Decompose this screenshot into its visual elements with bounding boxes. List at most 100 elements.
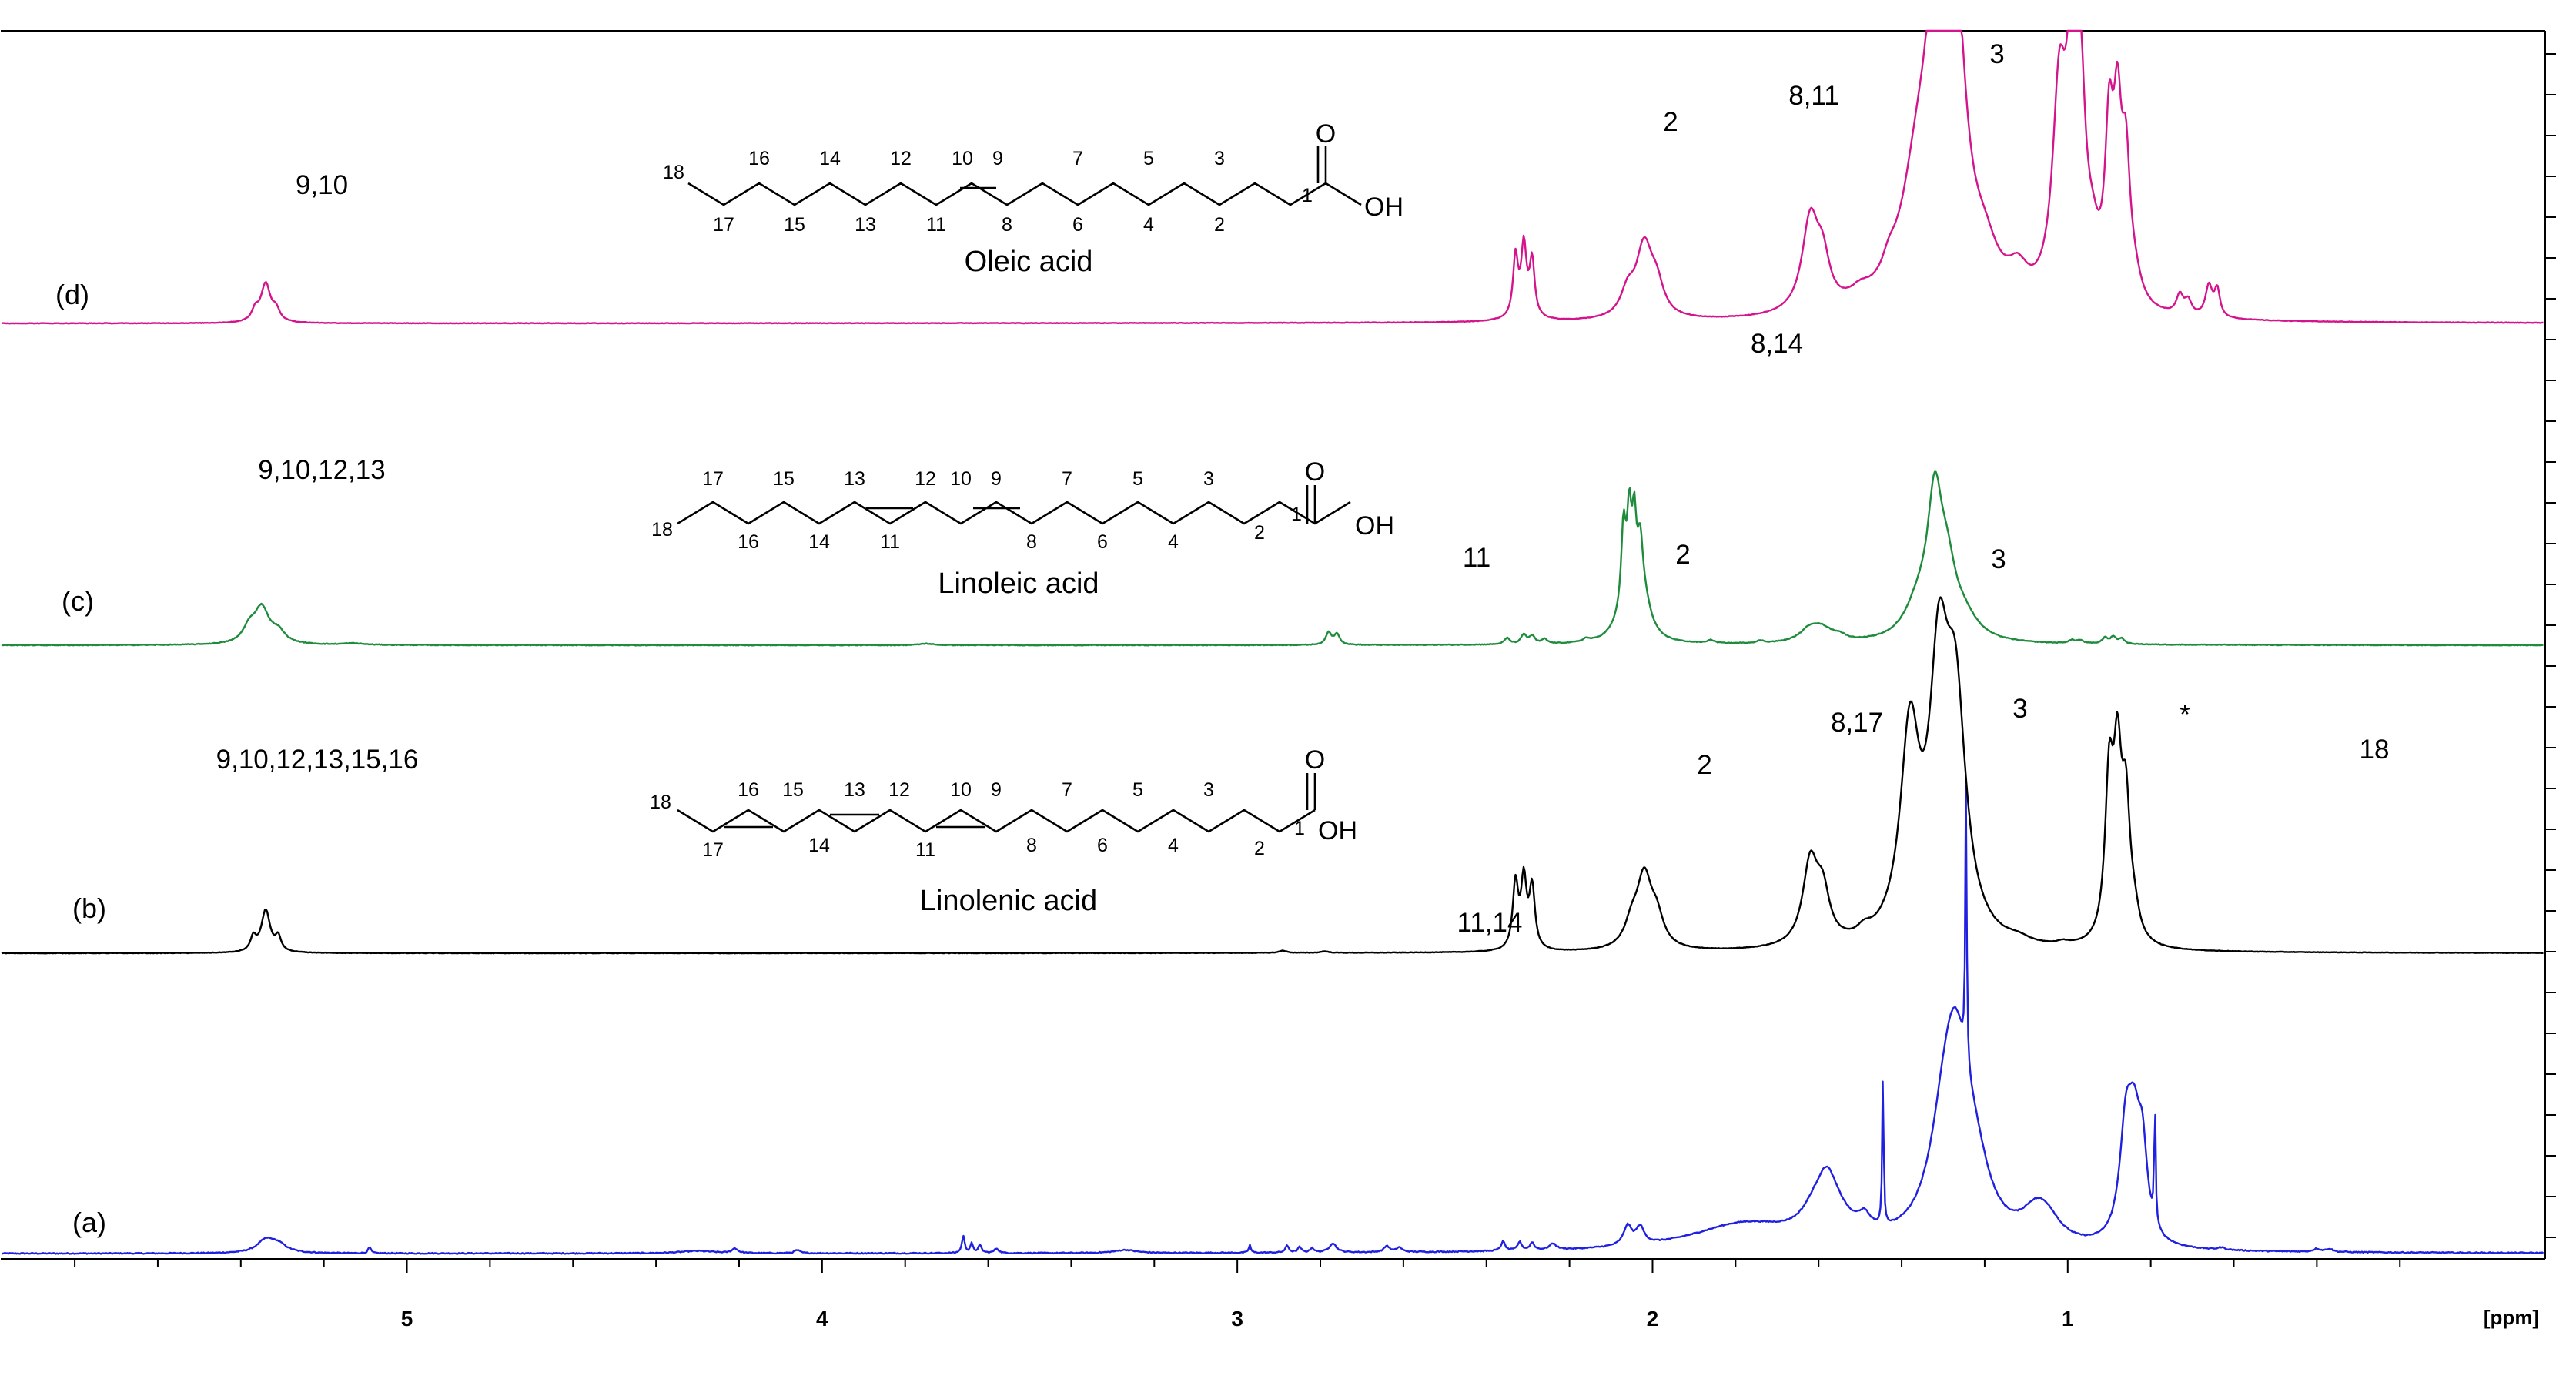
linoleic-atom: 9 — [991, 468, 1002, 490]
oleic-atom: 9 — [992, 148, 1003, 169]
oleic-atom: 14 — [819, 148, 841, 169]
oleic-atom: 10 — [952, 148, 973, 169]
linoleic-atom: 2 — [1254, 522, 1265, 544]
linoleic-atom: 6 — [1097, 531, 1108, 553]
oleic-oh: OH — [1364, 193, 1403, 222]
linoleic-atom: 13 — [844, 468, 865, 490]
peak-label-d-9-10: 9,10 — [296, 170, 348, 200]
peak-label-c-9-10-12-13: 9,10,12,13 — [258, 455, 385, 485]
structure-linoleic-acid: O OH Linoleic acid 17 15 13 12 10 9 7 5 … — [651, 457, 1394, 600]
linolenic-atom: 6 — [1097, 835, 1108, 856]
x-tick-label: 1 — [2062, 1307, 2074, 1331]
peak-label-c-8-14: 8,14 — [1751, 329, 1803, 359]
linoleic-atom: 3 — [1203, 468, 1214, 490]
peak-label-b-2: 2 — [1697, 750, 1711, 780]
oleic-atom: 15 — [784, 214, 805, 236]
linolenic-atom: 13 — [844, 779, 865, 801]
structure-linolenic-acid: O OH Linolenic acid 18 16 15 13 12 10 9 … — [650, 745, 1357, 917]
x-tick-label: 3 — [1231, 1307, 1243, 1331]
x-tick-label: 5 — [401, 1307, 413, 1331]
oleic-atom: 4 — [1143, 214, 1154, 236]
oleic-atom: 5 — [1143, 148, 1154, 169]
linolenic-atom: 11 — [915, 839, 935, 861]
peak-label-d-8-11: 8,11 — [1788, 81, 1839, 111]
plot-frame: 5 4 3 2 1 [ppm] — [1, 30, 2556, 1331]
peak-label-c-11: 11 — [1463, 543, 1490, 573]
linolenic-atom: 14 — [808, 835, 830, 856]
oleic-carbonyl-o: O — [1316, 119, 1336, 149]
peak-label-b-18: 18 — [2360, 735, 2390, 765]
peak-label-b-11-14: 11,14 — [1457, 908, 1523, 938]
linolenic-acid-name: Linolenic acid — [920, 885, 1097, 917]
x-axis-ticks: 5 4 3 2 1 — [74, 1259, 2401, 1331]
linolenic-carbonyl-o: O — [1305, 745, 1325, 775]
oleic-atom: 11 — [926, 214, 946, 236]
linoleic-acid-name: Linoleic acid — [938, 567, 1099, 600]
trace-label-b: (b) — [72, 892, 106, 924]
linolenic-atom: 1 — [1294, 818, 1305, 839]
oleic-atom: 7 — [1072, 148, 1083, 169]
linolenic-atom: 16 — [738, 779, 759, 801]
peak-label-b-star: * — [2180, 700, 2190, 730]
linolenic-atom: 5 — [1132, 779, 1143, 801]
oleic-atom: 2 — [1214, 214, 1225, 236]
linolenic-atom: 2 — [1254, 838, 1265, 859]
trace-label-c: (c) — [62, 585, 94, 617]
linoleic-oh: OH — [1355, 511, 1394, 541]
trace-c-line — [1, 470, 2544, 647]
structure-oleic-acid: O OH Oleic acid 18 16 14 12 10 9 7 5 3 1… — [663, 119, 1403, 278]
trace-label-a: (a) — [72, 1207, 106, 1238]
peak-label-d-2: 2 — [1663, 107, 1678, 137]
linoleic-atom: 15 — [773, 468, 795, 490]
linoleic-atom: 16 — [738, 531, 759, 553]
trace-a-line — [1, 784, 2544, 1255]
oleic-atom: 17 — [713, 214, 734, 236]
peak-label-b-8-17: 8,17 — [1831, 708, 1883, 738]
oleic-atom: 8 — [1002, 214, 1012, 236]
oleic-atom: 3 — [1214, 148, 1225, 169]
linolenic-atom: 12 — [888, 779, 910, 801]
linoleic-atom: 17 — [702, 468, 724, 490]
linoleic-atom: 12 — [915, 468, 936, 490]
linoleic-atom: 18 — [651, 519, 673, 541]
spectra-traces — [1, 29, 2544, 1255]
trace-labels: (d) (c) (b) (a) — [55, 279, 106, 1238]
linoleic-atom: 1 — [1291, 504, 1302, 525]
oleic-chain-bonds — [687, 182, 1362, 206]
linoleic-atom: 4 — [1168, 531, 1179, 553]
peak-label-b-3: 3 — [2012, 694, 2027, 724]
peak-label-c-3: 3 — [1991, 544, 2006, 574]
linolenic-atom: 7 — [1062, 779, 1072, 801]
trace-d-line — [1, 29, 2544, 325]
linolenic-atom: 18 — [650, 792, 671, 813]
right-axis-ticks — [2545, 53, 2556, 1238]
trace-label-d: (d) — [55, 279, 89, 310]
linoleic-carbonyl-o: O — [1305, 457, 1325, 487]
peak-label-c-2: 2 — [1675, 540, 1690, 570]
trace-b-line — [1, 596, 2544, 955]
linoleic-atom: 10 — [950, 468, 972, 490]
linoleic-atom: 5 — [1132, 468, 1143, 490]
linolenic-atom: 10 — [950, 779, 972, 801]
linolenic-atom: 9 — [991, 779, 1002, 801]
oleic-acid-name: Oleic acid — [965, 246, 1093, 278]
x-tick-label: 4 — [816, 1307, 828, 1331]
peak-label-d-3: 3 — [1989, 39, 2004, 69]
linolenic-oh: OH — [1318, 816, 1357, 845]
linolenic-chain-bonds — [677, 809, 1316, 833]
linoleic-atom: 14 — [808, 531, 830, 553]
linolenic-atom: 15 — [782, 779, 804, 801]
oleic-atom: 1 — [1302, 185, 1313, 206]
x-tick-label: 2 — [1647, 1307, 1659, 1331]
linoleic-atom: 8 — [1026, 531, 1037, 553]
linoleic-atom: 11 — [880, 531, 900, 553]
oleic-atom: 12 — [890, 148, 912, 169]
peak-label-b-9-10-12-13-15-16: 9,10,12,13,15,16 — [216, 745, 419, 775]
oleic-atom: 18 — [663, 162, 684, 183]
linolenic-atom: 4 — [1168, 835, 1179, 856]
linolenic-atom: 3 — [1203, 779, 1214, 801]
linolenic-atom: 8 — [1026, 835, 1037, 856]
x-axis-unit-label: [ppm] — [2484, 1306, 2539, 1329]
linoleic-chain-bonds — [677, 501, 1351, 525]
